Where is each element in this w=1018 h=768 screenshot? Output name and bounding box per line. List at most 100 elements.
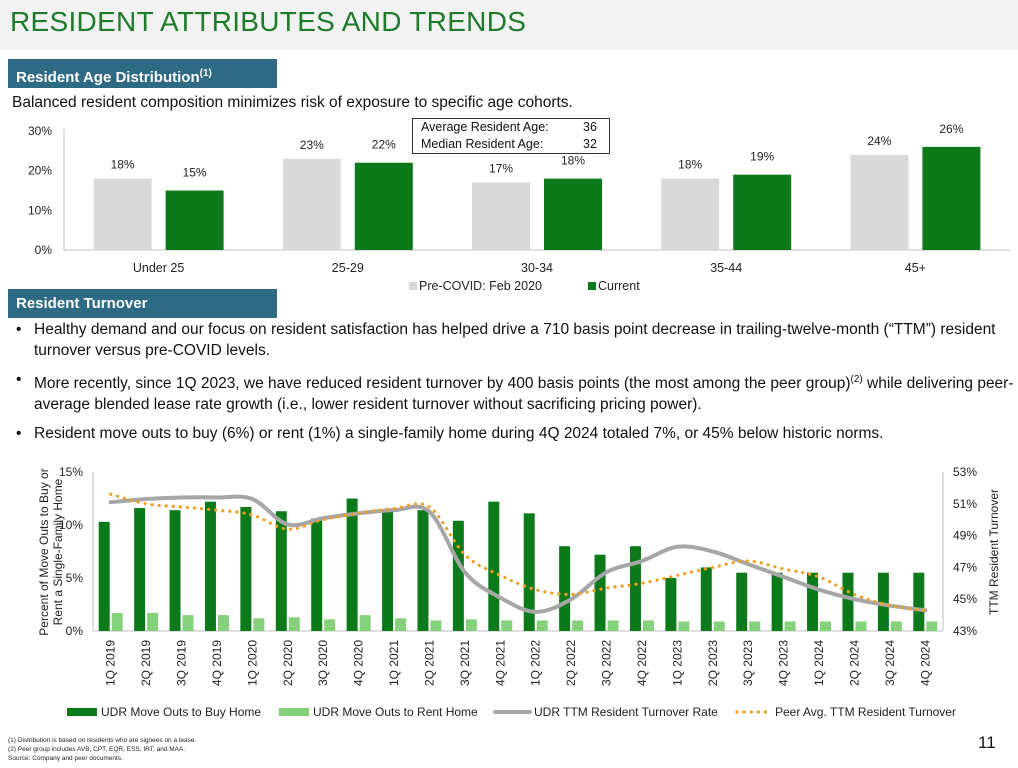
- x-tick-label: 3Q 2023: [741, 640, 755, 686]
- bar-buy-home: [629, 546, 641, 631]
- bar-buy-home: [240, 506, 252, 631]
- bar-buy-home: [169, 510, 181, 631]
- resident-age-stats-box: Average Resident Age: 36 Median Resident…: [412, 118, 610, 154]
- x-tick-label: 35-44: [710, 261, 742, 275]
- bar-buy-home: [204, 501, 216, 631]
- x-tick-label: 3Q 2021: [458, 640, 472, 686]
- legend-label: Peer Avg. TTM Resident Turnover: [775, 705, 956, 719]
- bar-pre-covid: [850, 154, 909, 250]
- line-peer-turnover: [109, 492, 927, 612]
- data-label: 18%: [678, 158, 702, 172]
- legend-label: Current: [598, 279, 640, 293]
- y2-tick-label: 49%: [953, 529, 977, 543]
- data-label: 22%: [372, 138, 396, 152]
- bar-pre-covid: [93, 178, 152, 250]
- bar-rent-home: [217, 615, 229, 631]
- y-tick-label: 0%: [35, 243, 53, 257]
- bar-rent-home: [288, 617, 300, 631]
- bar-rent-home: [784, 621, 796, 631]
- footnote-1: (1) Distribution is based on residents w…: [8, 737, 197, 744]
- x-tick-label: 1Q 2024: [812, 640, 826, 686]
- bar-buy-home: [346, 498, 358, 631]
- x-tick-label: 2Q 2022: [564, 640, 578, 686]
- bar-rent-home: [395, 618, 407, 631]
- x-tick-label: 1Q 2023: [670, 640, 684, 686]
- bar-rent-home: [678, 621, 690, 631]
- bullet-text: Resident move outs to buy (6%) or rent (…: [34, 425, 884, 443]
- legend-label: Pre-COVID: Feb 2020: [419, 279, 542, 293]
- x-tick-label: 25-29: [332, 261, 364, 275]
- x-tick-label: 4Q 2023: [777, 640, 791, 686]
- x-tick-label: 4Q 2022: [635, 640, 649, 686]
- bullet-item: Resident move outs to buy (6%) or rent (…: [14, 423, 1014, 444]
- bullet-text: Healthy demand and our focus on resident…: [34, 321, 996, 359]
- data-label: 26%: [939, 122, 963, 136]
- bar-current: [165, 190, 224, 250]
- x-tick-label: 1Q 2019: [104, 640, 118, 686]
- legend-label: UDR Move Outs to Rent Home: [313, 705, 478, 719]
- bar-rent-home: [713, 621, 725, 631]
- bullet-item: Healthy demand and our focus on resident…: [14, 319, 1014, 361]
- legend-swatch: [588, 282, 596, 290]
- y2-tick-label: 43%: [953, 624, 977, 638]
- median-age-label: Median Resident Age:: [421, 137, 544, 151]
- data-label: 17%: [489, 162, 513, 176]
- x-tick-label: 2Q 2024: [847, 640, 861, 686]
- bar-buy-home: [311, 518, 323, 631]
- bar-rent-home: [111, 612, 123, 631]
- data-label: 18%: [111, 158, 135, 172]
- x-tick-label: 1Q 2021: [387, 640, 401, 686]
- bullet-text-cont: while delivering peer-average blended le…: [34, 375, 1014, 414]
- bar-buy-home: [417, 510, 429, 631]
- x-tick-label: 4Q 2020: [352, 640, 366, 686]
- bar-current: [922, 146, 981, 250]
- bar-buy-home: [771, 572, 783, 631]
- legend-swatch-buy: [67, 708, 97, 716]
- x-tick-label: 2Q 2021: [422, 640, 436, 686]
- bar-rent-home: [253, 618, 265, 631]
- legend-swatch: [409, 282, 417, 290]
- footnote-2: (2) Peer group includes AVB, CPT, EQR, E…: [8, 746, 186, 753]
- bar-pre-covid: [661, 178, 720, 250]
- bar-buy-home: [98, 521, 110, 631]
- bar-current: [733, 174, 792, 250]
- bar-rent-home: [820, 621, 832, 631]
- x-tick-label: 3Q 2024: [883, 640, 897, 686]
- x-tick-label: 3Q 2019: [175, 640, 189, 686]
- bar-rent-home: [890, 621, 902, 631]
- y-tick-label: 30%: [28, 124, 52, 138]
- bar-rent-home: [359, 615, 371, 631]
- y2-axis-title: TTM Resident Turnover: [987, 489, 1001, 615]
- bar-pre-covid: [282, 158, 341, 250]
- bar-buy-home: [665, 578, 677, 631]
- x-tick-label: 3Q 2022: [600, 640, 614, 686]
- y2-tick-label: 45%: [953, 592, 977, 606]
- bar-rent-home: [642, 620, 654, 631]
- data-label: 18%: [561, 154, 585, 168]
- bar-rent-home: [182, 615, 194, 631]
- x-tick-label: 30-34: [521, 261, 553, 275]
- y2-tick-label: 47%: [953, 560, 977, 574]
- bar-buy-home: [382, 509, 394, 631]
- x-tick-label: 3Q 2020: [316, 640, 330, 686]
- x-tick-label: 4Q 2019: [210, 640, 224, 686]
- section-age-distribution-header: Resident Age Distribution(1): [8, 59, 277, 88]
- avg-age-value: 36: [583, 120, 597, 134]
- bar-current: [354, 162, 413, 250]
- bar-rent-home: [926, 621, 938, 631]
- bar-rent-home: [324, 619, 336, 631]
- bar-buy-home: [842, 572, 854, 631]
- x-tick-label: 2Q 2020: [281, 640, 295, 686]
- y-tick-label: 20%: [28, 164, 52, 178]
- bar-rent-home: [855, 621, 867, 631]
- legend-swatch-rent: [279, 708, 309, 716]
- x-tick-label: 4Q 2024: [918, 640, 932, 686]
- data-label: 15%: [183, 166, 207, 180]
- y-axis-title: Percent of Move Outs to Buy orRent a Sin…: [37, 468, 65, 635]
- bullet-text: More recently, since 1Q 2023, we have re…: [34, 375, 851, 393]
- y-tick-label: 15%: [59, 465, 83, 479]
- legend-label: UDR Move Outs to Buy Home: [101, 705, 261, 719]
- turnover-bullet-list: Healthy demand and our focus on resident…: [14, 319, 1014, 452]
- y2-tick-label: 51%: [953, 497, 977, 511]
- y-tick-label: 10%: [59, 518, 83, 532]
